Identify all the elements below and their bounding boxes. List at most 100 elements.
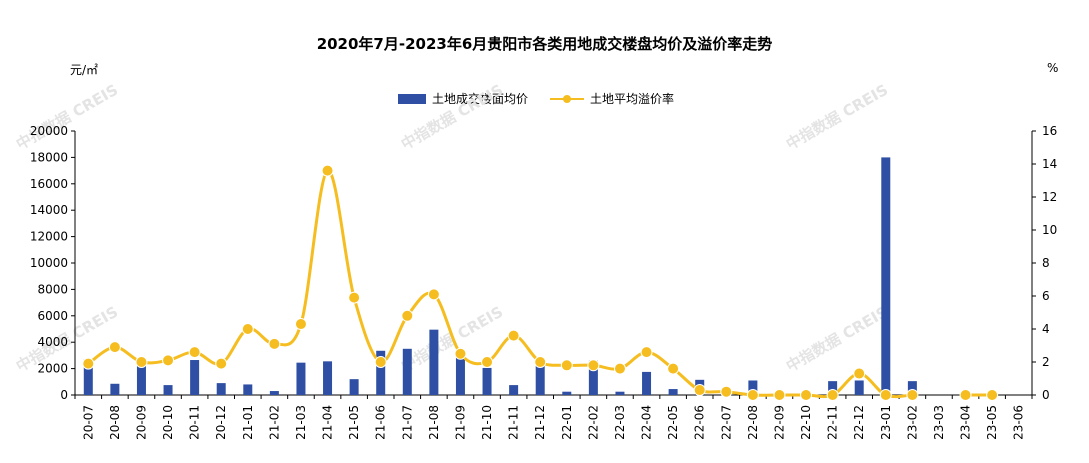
watermark-text: 中指数据 CREIS: [398, 81, 506, 154]
bar-mark: [323, 361, 333, 395]
right-axis-tick-label: 16: [1042, 124, 1057, 138]
line-point: [135, 356, 148, 368]
line-point: [454, 347, 467, 360]
bar-mark: [668, 389, 678, 395]
x-axis-tick-label: 21-10: [480, 405, 494, 440]
line-point: [640, 346, 653, 359]
x-axis-tick-label: 23-04: [959, 405, 973, 440]
x-axis-tick-label: 20-10: [161, 405, 175, 440]
bar-mark: [828, 381, 838, 395]
bar-mark: [907, 381, 917, 395]
bar-mark: [136, 362, 146, 395]
line-point: [746, 389, 759, 401]
line-point: [986, 389, 999, 401]
x-axis-tick-label: 22-01: [560, 405, 574, 440]
right-axis-tick-label: 14: [1042, 157, 1057, 171]
x-axis-tick-label: 21-09: [453, 405, 467, 440]
left-axis-unit: 元/㎡: [70, 63, 99, 77]
x-axis-tick-label: 22-12: [852, 405, 866, 440]
x-axis-tick-label: 22-05: [666, 405, 680, 440]
x-axis-tick-label: 22-04: [640, 405, 654, 440]
x-axis-tick-label: 21-04: [321, 405, 335, 440]
line-point: [534, 356, 547, 368]
bar-mark: [190, 360, 200, 395]
x-axis-tick-label: 21-08: [427, 405, 441, 440]
line-point: [481, 356, 494, 368]
bar-mark: [748, 380, 758, 395]
x-axis-tick-label: 22-10: [799, 405, 813, 440]
bar-mark: [562, 391, 572, 395]
line-point: [507, 329, 520, 342]
watermark-text: 中指数据 CREIS: [783, 81, 891, 154]
x-axis-tick-label: 21-01: [241, 405, 255, 440]
line-point: [348, 291, 361, 304]
bar-mark: [243, 384, 253, 395]
bar-mark: [588, 360, 598, 395]
bar-mark: [402, 348, 412, 395]
line-point: [826, 389, 839, 401]
chart-legend: 土地成交楼面均价 土地平均溢价率: [398, 90, 696, 107]
left-axis-tick-label: 10000: [30, 256, 68, 270]
bar-mark: [642, 371, 652, 395]
line-point: [401, 309, 414, 322]
left-axis-tick-label: 4000: [37, 335, 68, 349]
line-point: [427, 288, 440, 301]
x-axis-tick-label: 22-11: [826, 405, 840, 440]
right-axis-tick-label: 10: [1042, 223, 1057, 237]
x-axis-tick-label: 21-12: [533, 405, 547, 440]
left-axis-tick-label: 16000: [30, 177, 68, 191]
x-axis-tick-label: 23-01: [879, 405, 893, 440]
bar-mark: [535, 365, 545, 395]
line-point: [321, 164, 334, 177]
x-axis-tick-label: 22-02: [586, 405, 600, 440]
x-axis-tick-label: 21-03: [294, 405, 308, 440]
x-axis-tick-label: 21-02: [267, 405, 281, 440]
line-point: [613, 362, 626, 375]
legend-line-label: 土地平均溢价率: [590, 92, 675, 106]
line-point: [268, 337, 281, 350]
line-point: [879, 389, 892, 401]
x-axis-tick-label: 20-12: [214, 405, 228, 440]
bar-mark: [376, 350, 386, 395]
line-point: [82, 357, 95, 370]
right-axis-tick-label: 0: [1042, 388, 1050, 402]
x-axis-tick-label: 20-11: [188, 405, 202, 440]
left-axis-tick-label: 18000: [30, 150, 68, 164]
chart-title: 2020年7月-2023年6月贵阳市各类用地成交楼盘均价及溢价率走势: [316, 35, 773, 53]
right-axis-tick-label: 2: [1042, 355, 1050, 369]
right-axis-tick-label: 8: [1042, 256, 1050, 270]
right-axis-unit: %: [1047, 61, 1059, 75]
line-point: [959, 389, 972, 401]
legend-bar-swatch: [398, 93, 426, 104]
left-axis-tick-label: 6000: [37, 309, 68, 323]
x-axis-tick-label: 23-02: [905, 405, 919, 440]
bar-mark: [83, 359, 93, 395]
line-point: [693, 384, 706, 397]
bar-mark: [854, 380, 864, 395]
legend-item-line: 土地平均溢价率: [550, 90, 674, 107]
x-axis-tick-label: 21-05: [347, 405, 361, 440]
bar-mark: [429, 329, 439, 395]
x-axis-tick-label: 22-09: [772, 405, 786, 440]
bar-mark: [163, 385, 173, 395]
bar-mark: [509, 385, 519, 395]
x-axis-tick-label: 20-08: [108, 405, 122, 440]
legend-line-swatch: [550, 94, 585, 104]
x-axis-tick-label: 21-11: [507, 405, 521, 440]
x-axis-tick-label: 22-03: [613, 405, 627, 440]
line-point: [720, 385, 733, 398]
line-point: [241, 323, 254, 335]
bar-mark: [296, 362, 306, 395]
left-axis-tick-label: 8000: [37, 282, 68, 296]
line-point: [906, 389, 919, 401]
bar-mark: [216, 383, 226, 395]
left-axis-tick-label: 12000: [30, 230, 68, 244]
line-point: [108, 341, 121, 354]
watermark-text: 中指数据 CREIS: [13, 81, 121, 154]
x-axis-tick-label: 20-09: [134, 405, 148, 440]
x-axis-tick-label: 21-06: [374, 405, 388, 440]
line-point: [667, 362, 680, 375]
line-point: [853, 367, 866, 380]
bar-mark: [110, 383, 120, 395]
